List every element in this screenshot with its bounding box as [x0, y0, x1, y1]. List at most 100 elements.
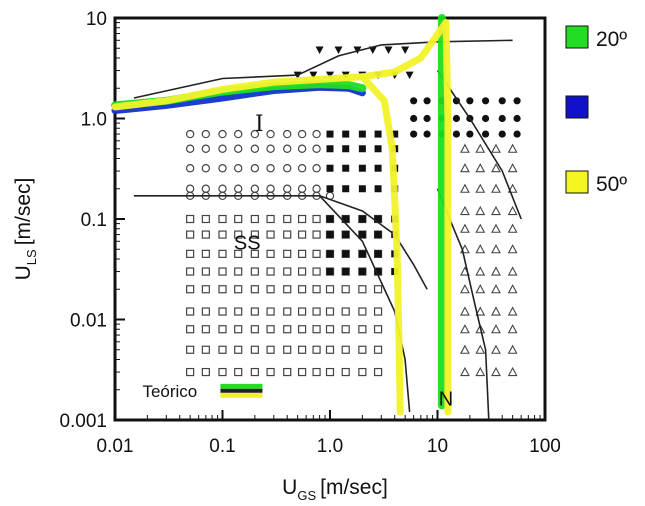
open-square-point [267, 250, 274, 257]
x-tick-label: 1.0 [317, 436, 343, 457]
open-square-point [313, 326, 320, 333]
filled-square-point [342, 131, 349, 138]
open-circle-point [219, 145, 226, 152]
open-circle-point [219, 185, 226, 192]
open-square-point [187, 216, 194, 223]
legend-layer: 20º 50º [566, 26, 627, 196]
open-square-point [202, 346, 209, 353]
filled-circle-point [482, 97, 489, 104]
open-circle-point [202, 130, 209, 137]
filled-square-point [359, 165, 366, 172]
open-square-point [267, 216, 274, 223]
open-circle-point [284, 165, 291, 172]
filled-circle-point [423, 115, 430, 122]
open-square-point [327, 286, 334, 293]
open-square-point [267, 326, 274, 333]
filled-square-point [327, 216, 334, 223]
filled-square-point [359, 231, 366, 238]
open-square-point [299, 268, 306, 275]
open-circle-point [219, 130, 226, 137]
open-square-point [219, 231, 226, 238]
open-square-point [202, 308, 209, 315]
open-circle-point [298, 165, 305, 172]
open-square-point [202, 369, 209, 376]
open-square-point [359, 308, 366, 315]
filled-square-point [359, 250, 366, 257]
open-square-point [235, 369, 242, 376]
open-square-point [359, 346, 366, 353]
filled-square-point [342, 231, 349, 238]
open-square-point [202, 286, 209, 293]
open-circle-point [235, 165, 242, 172]
open-square-point [284, 216, 291, 223]
open-square-point [235, 326, 242, 333]
filled-square-point [327, 145, 334, 152]
open-square-point [284, 268, 291, 275]
open-circle-point [298, 185, 305, 192]
y-tick-label: 10 [86, 9, 107, 30]
filled-square-point [327, 131, 334, 138]
legend-label-0: 20º [596, 28, 627, 51]
open-circle-point [267, 130, 274, 137]
open-square-point [187, 326, 194, 333]
open-square-point [342, 346, 349, 353]
x-tick-label: 100 [529, 436, 561, 457]
y-axis-title-unit: [m/sec] [12, 178, 35, 246]
filled-circle-point [482, 130, 489, 137]
open-square-point [202, 268, 209, 275]
filled-square-point [327, 268, 334, 275]
legend-swatch-2 [566, 171, 588, 193]
y-axis-title-main: U [12, 265, 35, 280]
filled-circle-point [499, 115, 506, 122]
open-square-point [235, 346, 242, 353]
open-square-point [235, 286, 242, 293]
open-square-point [313, 216, 320, 223]
open-square-point [219, 286, 226, 293]
open-square-point [342, 326, 349, 333]
open-square-point [375, 308, 382, 315]
open-circle-point [313, 145, 320, 152]
open-square-point [284, 308, 291, 315]
region-label-n: N [439, 388, 453, 410]
open-square-point [327, 346, 334, 353]
open-square-point [251, 326, 258, 333]
open-square-point [219, 250, 226, 257]
open-square-point [299, 231, 306, 238]
open-circle-point [251, 185, 258, 192]
open-square-point [342, 308, 349, 315]
open-square-point [219, 216, 226, 223]
open-circle-point [284, 145, 291, 152]
open-square-point [284, 231, 291, 238]
open-square-point [313, 231, 320, 238]
legend-swatch-0 [566, 26, 588, 48]
open-square-point [299, 216, 306, 223]
open-square-point [251, 369, 258, 376]
open-square-point [187, 250, 194, 257]
open-circle-point [313, 165, 320, 172]
open-square-point [359, 286, 366, 293]
open-square-point [202, 326, 209, 333]
open-square-point [327, 308, 334, 315]
open-square-point [267, 268, 274, 275]
open-square-point [219, 326, 226, 333]
open-square-point [284, 286, 291, 293]
open-square-point [267, 369, 274, 376]
yellow-series-line [446, 23, 448, 412]
open-square-point [251, 346, 258, 353]
open-square-point [251, 286, 258, 293]
x-tick-label: 0.1 [209, 436, 235, 457]
open-square-point [187, 268, 194, 275]
filled-square-point [327, 185, 334, 192]
filled-square-point [342, 165, 349, 172]
open-square-point [235, 308, 242, 315]
y-tick-label: 0.001 [59, 411, 107, 432]
open-circle-point [202, 165, 209, 172]
filled-square-point [375, 231, 382, 238]
filled-square-point [375, 250, 382, 257]
open-square-point [251, 268, 258, 275]
open-circle-point [251, 165, 258, 172]
open-circle-point [202, 185, 209, 192]
filled-circle-point [410, 115, 417, 122]
filled-square-point [359, 145, 366, 152]
open-circle-point [267, 185, 274, 192]
